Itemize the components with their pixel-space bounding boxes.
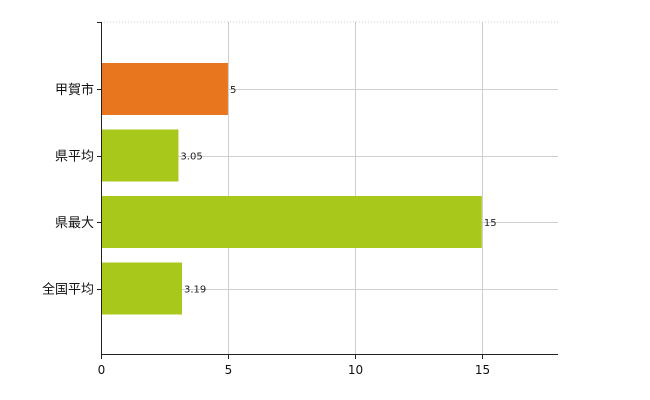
- category-label: 県平均: [55, 150, 94, 165]
- x-axis-ticks: 0 5 10 15: [98, 354, 490, 377]
- value-labels: 5 3.05 15 3.19: [180, 85, 496, 296]
- bars: [102, 63, 482, 315]
- bar: [102, 129, 179, 182]
- bar: [102, 63, 228, 115]
- bar-value-label: 15: [484, 218, 497, 229]
- bar-value-label: 5: [230, 85, 236, 96]
- bar: [102, 262, 182, 315]
- category-label: 全国平均: [42, 282, 94, 298]
- bar-value-label: 3.05: [180, 152, 202, 163]
- bar-value-label: 3.19: [184, 285, 206, 296]
- x-tick-label: 15: [475, 363, 490, 377]
- axes: [97, 22, 558, 355]
- category-label: 県最大: [55, 216, 94, 231]
- x-tick-label: 0: [98, 363, 106, 377]
- x-tick-label: 10: [348, 363, 363, 377]
- bar: [102, 196, 482, 248]
- x-tick-label: 5: [225, 363, 233, 377]
- category-label: 甲賀市: [55, 82, 94, 98]
